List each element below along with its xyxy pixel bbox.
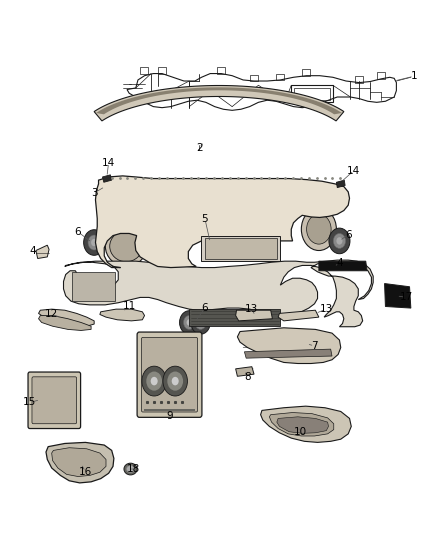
- Circle shape: [191, 311, 210, 334]
- Text: 14: 14: [347, 166, 360, 175]
- Polygon shape: [336, 180, 345, 188]
- Circle shape: [184, 316, 195, 329]
- Text: 4: 4: [336, 259, 343, 268]
- Polygon shape: [36, 245, 49, 259]
- Text: 18: 18: [127, 464, 140, 474]
- Polygon shape: [52, 448, 106, 477]
- Polygon shape: [236, 367, 254, 376]
- Ellipse shape: [124, 463, 137, 475]
- Circle shape: [336, 237, 343, 245]
- Polygon shape: [46, 442, 114, 483]
- Polygon shape: [189, 309, 280, 326]
- Ellipse shape: [105, 226, 147, 266]
- Polygon shape: [277, 417, 328, 433]
- Circle shape: [146, 372, 162, 391]
- Text: 7: 7: [311, 341, 318, 351]
- Polygon shape: [244, 349, 332, 358]
- Text: 9: 9: [166, 411, 173, 421]
- Bar: [302, 69, 310, 76]
- Text: 6: 6: [201, 303, 208, 313]
- Polygon shape: [201, 236, 280, 261]
- Polygon shape: [278, 310, 319, 321]
- Circle shape: [180, 311, 199, 334]
- Text: 16: 16: [79, 467, 92, 477]
- Circle shape: [301, 208, 336, 251]
- Circle shape: [142, 366, 166, 396]
- Text: 5: 5: [201, 214, 208, 224]
- Circle shape: [198, 319, 203, 326]
- Text: 10: 10: [293, 427, 307, 437]
- Polygon shape: [385, 284, 411, 308]
- Polygon shape: [205, 238, 277, 259]
- Bar: [158, 67, 166, 74]
- Circle shape: [187, 319, 192, 326]
- Text: 12: 12: [45, 310, 58, 319]
- Circle shape: [195, 316, 206, 329]
- Circle shape: [151, 377, 158, 385]
- Text: 8: 8: [244, 373, 251, 382]
- Circle shape: [163, 366, 187, 396]
- Polygon shape: [39, 309, 94, 326]
- FancyBboxPatch shape: [28, 372, 81, 429]
- Polygon shape: [95, 176, 350, 268]
- Polygon shape: [237, 328, 341, 364]
- Bar: [140, 67, 148, 74]
- Circle shape: [91, 239, 97, 246]
- Text: 6: 6: [345, 230, 352, 239]
- Polygon shape: [319, 261, 367, 271]
- Circle shape: [333, 233, 346, 248]
- Circle shape: [167, 372, 183, 391]
- FancyBboxPatch shape: [137, 332, 202, 417]
- Circle shape: [307, 214, 331, 244]
- Polygon shape: [39, 316, 91, 330]
- Ellipse shape: [110, 231, 142, 262]
- Polygon shape: [269, 413, 334, 436]
- Polygon shape: [100, 309, 145, 321]
- Bar: [355, 76, 363, 83]
- Circle shape: [88, 235, 100, 250]
- Text: 17: 17: [400, 293, 413, 302]
- Polygon shape: [236, 310, 272, 321]
- Text: 13: 13: [245, 304, 258, 314]
- Bar: [276, 74, 284, 80]
- Text: 3: 3: [91, 188, 98, 198]
- Text: 1: 1: [410, 71, 417, 81]
- Polygon shape: [144, 409, 195, 411]
- Circle shape: [172, 377, 179, 385]
- Bar: [250, 75, 258, 81]
- FancyBboxPatch shape: [32, 377, 77, 424]
- Text: 6: 6: [74, 227, 81, 237]
- Polygon shape: [261, 406, 351, 442]
- Text: 15: 15: [23, 398, 36, 407]
- Circle shape: [329, 228, 350, 254]
- Ellipse shape: [127, 466, 134, 472]
- Text: 13: 13: [320, 304, 333, 314]
- Polygon shape: [94, 85, 344, 121]
- Text: 4: 4: [29, 246, 36, 255]
- Circle shape: [84, 230, 105, 255]
- Polygon shape: [96, 87, 342, 115]
- Polygon shape: [72, 272, 115, 301]
- Polygon shape: [64, 260, 373, 327]
- Text: 11: 11: [123, 301, 136, 311]
- Bar: [217, 67, 225, 74]
- Polygon shape: [102, 175, 112, 182]
- Text: 14: 14: [102, 158, 115, 167]
- Text: 2: 2: [196, 143, 203, 153]
- FancyBboxPatch shape: [141, 337, 198, 412]
- Bar: [377, 72, 385, 79]
